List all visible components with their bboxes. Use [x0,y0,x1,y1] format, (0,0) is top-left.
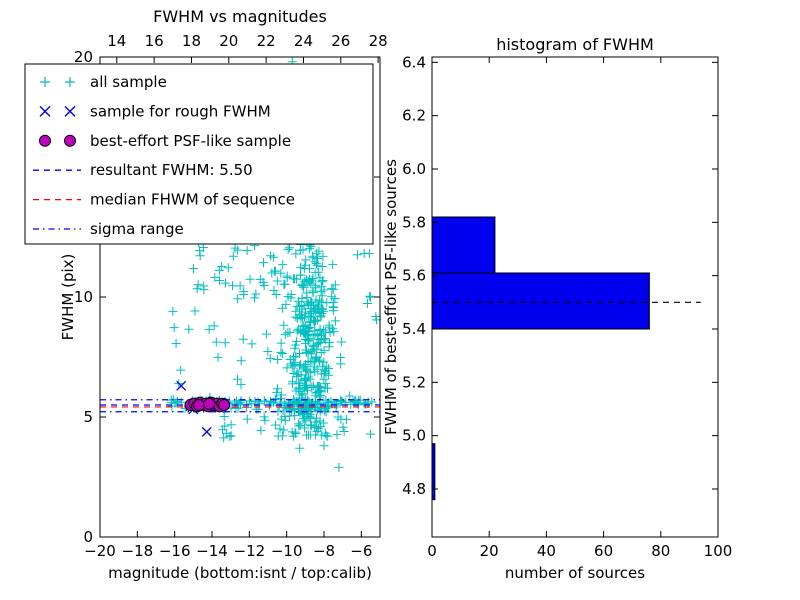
x-tick-label: 20 [480,542,499,560]
y-tick-label: 10 [74,288,93,306]
y-tick-label: 5.2 [402,373,426,391]
legend-item-label: sample for rough FWHM [90,102,271,120]
top-x-tick-label: 24 [294,32,313,50]
legend-item: sigma range [33,220,184,238]
x-tick-label: −20 [84,542,116,560]
legend-item: all sample [40,73,167,91]
top-x-tick-label: 18 [182,32,201,50]
x-tick-label: 100 [704,542,733,560]
histogram-axes-frame: 0 20 40 60 80 100 4.8 5.0 5.2 5.4 5.6 5.8 6.0 6.2 6.4 [402,53,732,560]
y-tick-label: 5.6 [402,267,426,285]
x-tick-label: 40 [537,542,556,560]
legend-box [24,63,374,245]
x-tick-label: −16 [159,542,191,560]
y-tick-label: 4.8 [402,480,426,498]
histogram-title: histogram of FWHM [496,35,654,54]
histogram-xaxis-label: number of sources [505,564,645,582]
x-tick-label: −12 [234,542,266,560]
legend-item-label: all sample [90,73,167,91]
legend-item: resultant FWHM: 5.50 [33,161,253,179]
histogram-yaxis-label: FWHM of best-effort PSF-like sources [382,159,400,435]
y-tick-label: 5.8 [402,213,426,231]
legend-item-label: sigma range [90,220,184,238]
top-x-tick-label: 16 [145,32,164,50]
x-tick-label: −18 [122,542,154,560]
legend-item-label: resultant FWHM: 5.50 [90,161,253,179]
scatter-plot-title: FWHM vs magnitudes [153,7,327,26]
top-x-tick-label: 28 [369,32,388,50]
x-tick-label: 0 [427,542,437,560]
y-tick-label: 6.2 [402,107,426,125]
y-tick-label: 5.4 [402,320,426,338]
scatter-yaxis-label: FWHM (pix) [59,254,77,341]
top-x-tick-label: 26 [331,32,350,50]
y-tick-label: 0 [83,528,93,546]
y-tick-label: 6.4 [402,53,426,71]
y-tick-label: 6.0 [402,160,426,178]
top-x-tick-label: 20 [219,32,238,50]
legend-item-label: median FHWM of sequence [90,191,295,209]
x-tick-label: −10 [271,542,303,560]
legend-item: median FHWM of sequence [33,191,295,209]
scatter-highlight-points [176,380,231,437]
y-tick-label: 5.0 [402,427,426,445]
scatter-axes-frame: −20 −18 −16 −14 −12 −10 −8 −6 14 16 18 20 22 24 26 28 0 5… [74,32,388,560]
legend-item: best-effort PSF-like sample [39,132,291,150]
top-x-tick-label: 22 [257,32,276,50]
x-tick-label: −6 [350,542,372,560]
legend: all sample sample for rough FWHM best-effo… [24,63,374,245]
x-tick-label: 60 [594,542,613,560]
y-tick-label: 20 [74,48,93,66]
scatter-xaxis-label: magnitude (bottom:isnt / top:calib) [108,564,372,582]
histogram-bar [431,216,496,274]
x-tick-label: 80 [651,542,670,560]
legend-item-label: best-effort PSF-like sample [90,132,291,150]
top-x-tick-label: 14 [107,32,126,50]
x-tick-label: −8 [313,542,335,560]
histogram-bar [431,272,650,330]
x-tick-label: −14 [196,542,228,560]
scatter-reference-hlines [100,399,380,413]
y-tick-label: 5 [83,408,93,426]
histogram-bars [431,216,650,501]
legend-item: sample for rough FWHM [39,102,271,120]
